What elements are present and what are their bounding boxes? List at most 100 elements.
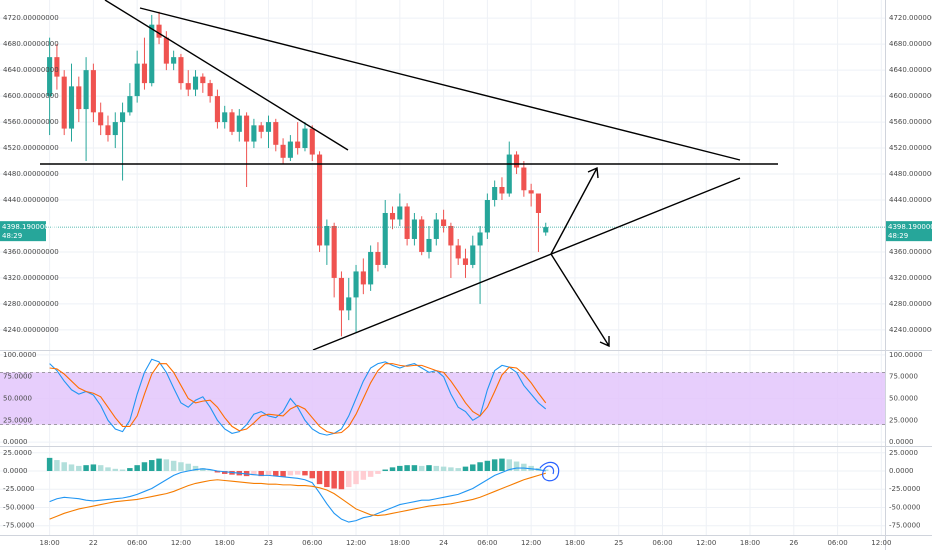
last-price-label: 4398.19000000: [888, 223, 932, 231]
candle-body: [178, 57, 184, 84]
histogram-bar: [543, 469, 549, 472]
y-tick-label-right: 4320.00000000: [889, 274, 932, 282]
y-tick-label-left: 25.0000: [3, 416, 32, 424]
histogram-bar: [426, 465, 432, 472]
candle-body: [258, 125, 264, 132]
histogram-bar: [462, 466, 469, 472]
y-tick-label-right: 4240.00000000: [889, 326, 932, 334]
trend-line: [104, 0, 349, 151]
y-tick-label-right: 4600.00000000: [889, 92, 932, 100]
candle-body: [280, 144, 286, 158]
x-tick-label: 22: [89, 539, 98, 547]
y-tick-label-right: 100.0000: [889, 351, 922, 359]
histogram-bar: [127, 468, 133, 472]
x-tick-label: 12:00: [346, 539, 366, 547]
candle-body: [382, 212, 388, 265]
y-tick-label-right: -75.0000: [889, 522, 920, 530]
histogram-bar: [119, 469, 126, 472]
histogram-bar: [513, 461, 520, 472]
y-tick-label-right: 4720.00000000: [889, 14, 932, 22]
y-tick-label-right: 4680.00000000: [889, 40, 932, 48]
indicator-line: [49, 467, 546, 523]
histogram-bar: [265, 471, 272, 476]
candle-body: [192, 76, 199, 90]
y-tick-label-left: 25.0000: [3, 449, 32, 457]
histogram-bar: [389, 467, 396, 472]
histogram-bar: [521, 463, 527, 472]
candle-body: [185, 83, 191, 90]
x-tick-label: 12:00: [871, 539, 891, 547]
y-tick-label-right: 4280.00000000: [889, 300, 932, 308]
histogram-bar: [185, 463, 191, 472]
candle-body: [492, 187, 498, 200]
y-tick-label-left: 4320.00000000: [3, 274, 59, 282]
candle-body: [134, 63, 140, 97]
y-tick-label-right: 4520.00000000: [889, 144, 932, 152]
histogram-bar: [170, 460, 177, 472]
candle-body: [411, 219, 417, 239]
y-tick-label-left: 4520.00000000: [3, 144, 59, 152]
candle-body: [229, 112, 235, 132]
labels: 18:00 22 06:00 12:00 18:00 23 06:00 12:00 18:00 2…: [0, 14, 932, 547]
candle-body: [462, 258, 469, 265]
histogram-bar: [470, 464, 476, 472]
histogram-bar: [484, 460, 491, 472]
candle-body: [61, 76, 67, 129]
y-tick-label-left: 4640.00000000: [3, 66, 59, 74]
histogram-bar: [294, 471, 301, 475]
candle-body: [47, 57, 53, 97]
drawings: [40, 0, 778, 482]
x-tick-label: 24: [439, 539, 448, 547]
y-tick-label-left: 100.0000: [3, 351, 36, 359]
histogram-bar: [353, 471, 359, 485]
histogram-bar: [214, 471, 221, 473]
y-tick-label-right: 4480.00000000: [889, 170, 932, 178]
candle-body: [317, 154, 323, 246]
x-tick-label: 12:00: [696, 539, 716, 547]
candle-body: [389, 212, 396, 220]
candle-body: [528, 190, 534, 194]
y-tick-label-left: 0.0000: [3, 438, 28, 446]
trend-line: [139, 7, 741, 161]
candle-body: [90, 70, 96, 113]
candle-body: [397, 206, 403, 220]
candle-body: [448, 225, 454, 246]
countdown-label: 48:29: [888, 232, 908, 240]
arrow-down: [550, 253, 610, 348]
histogram-bar: [506, 459, 512, 472]
x-tick-label: 18:00: [215, 539, 235, 547]
y-tick-label-left: 4440.00000000: [3, 196, 59, 204]
candle-body: [68, 86, 75, 129]
y-tick-label-right: 50.0000: [889, 395, 918, 403]
histogram-bar: [375, 471, 381, 474]
histogram-bar: [61, 462, 67, 472]
histogram-bar: [90, 464, 97, 472]
histogram-bar: [302, 471, 308, 476]
candle-body: [127, 96, 133, 113]
histogram-bar: [382, 469, 388, 472]
candle-body: [331, 225, 337, 278]
histogram-bar: [54, 460, 60, 472]
indicator-line: [49, 363, 547, 434]
y-tick-label-left: 0.0000: [3, 467, 28, 475]
histogram-bar: [367, 471, 374, 477]
candle-body: [273, 122, 279, 145]
x-tick-label: 25: [614, 539, 623, 547]
histogram-bar: [455, 468, 461, 472]
candle-body: [163, 37, 169, 64]
histogram-bar: [149, 460, 155, 472]
y-tick-label-right: 25.0000: [889, 416, 918, 424]
candle-body: [171, 57, 177, 64]
candle-body: [455, 245, 461, 259]
x-tick-label: 06:00: [827, 539, 847, 547]
candle-body: [404, 206, 410, 239]
histogram-bar: [163, 459, 170, 472]
candle-body: [236, 115, 242, 132]
y-tick-label-left: 4360.00000000: [3, 248, 59, 256]
candle-body: [156, 24, 162, 38]
histogram-bar: [411, 465, 418, 472]
candle-body: [149, 24, 155, 84]
x-tick-label: 06:00: [302, 539, 322, 547]
candle-body: [98, 112, 104, 126]
